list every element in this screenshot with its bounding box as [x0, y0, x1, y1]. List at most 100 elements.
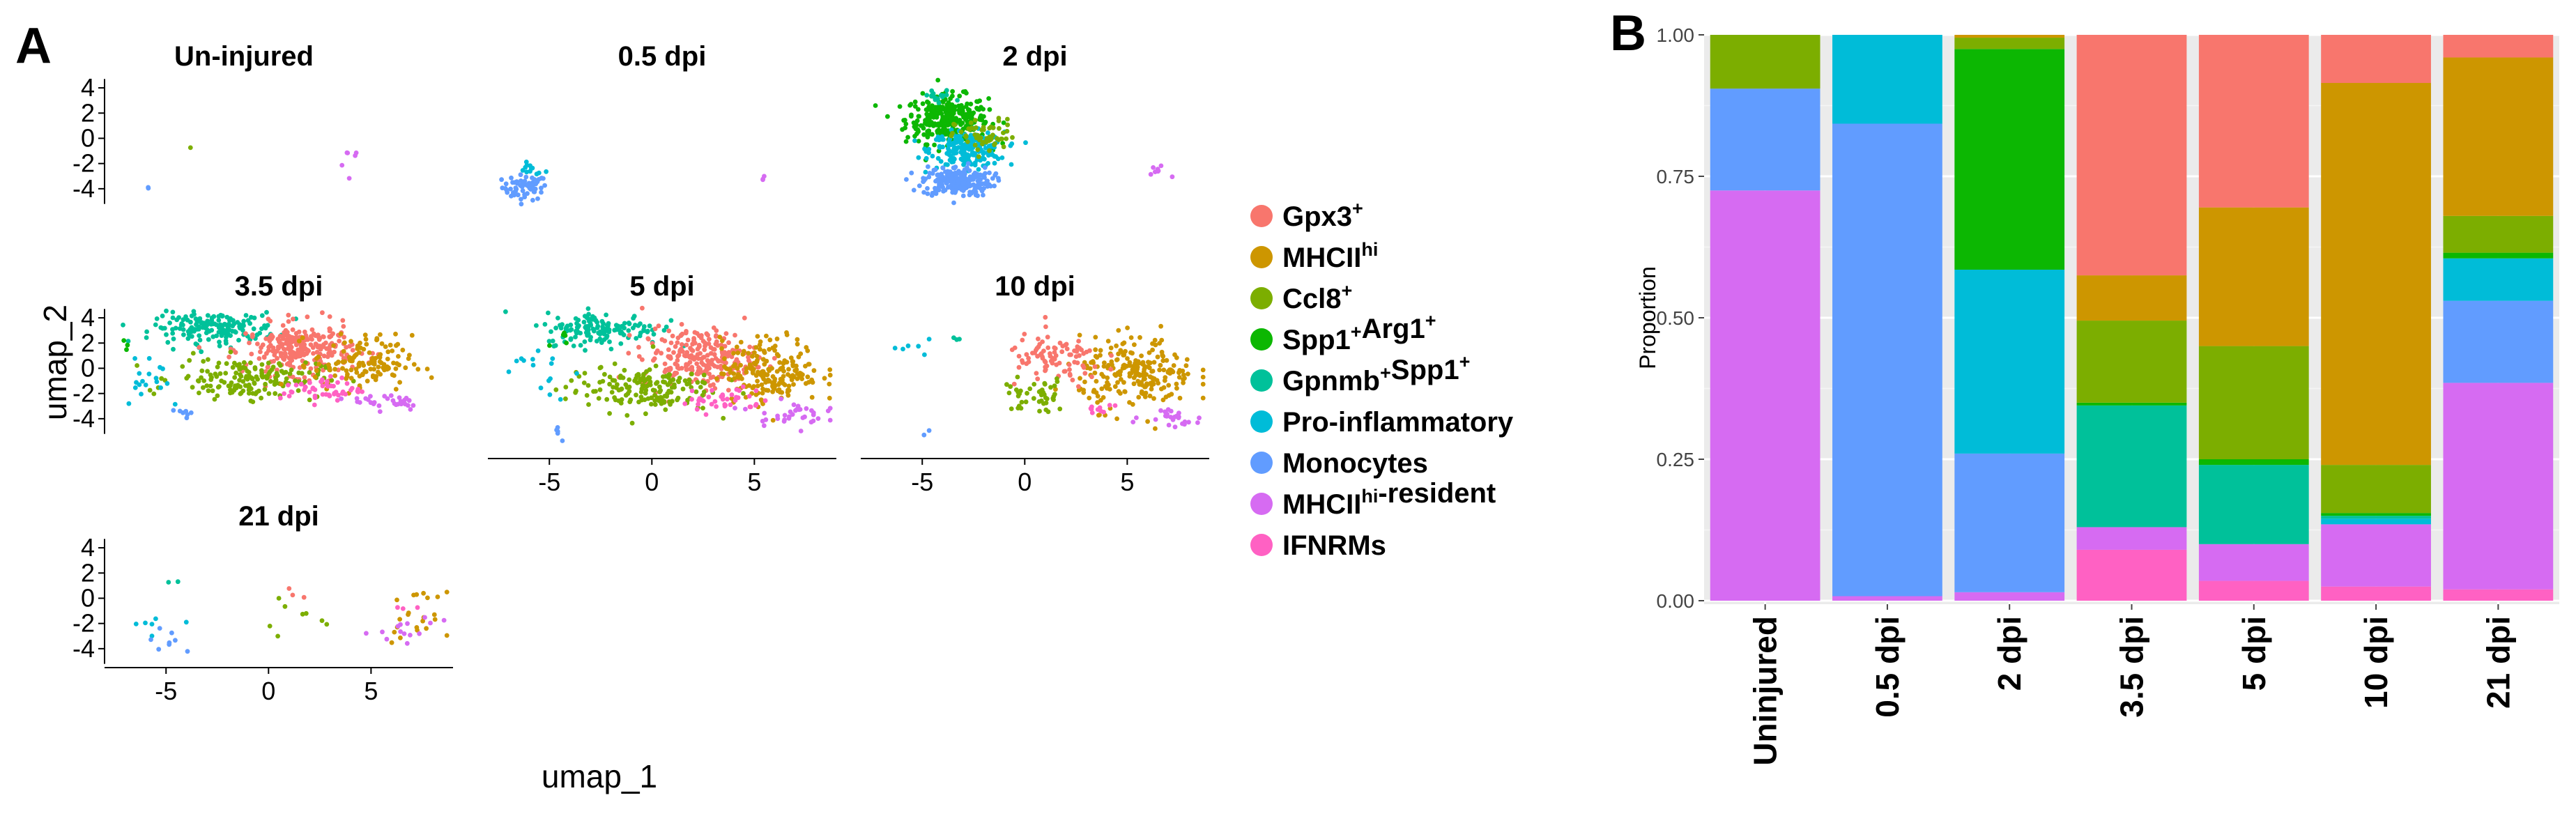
umap-point — [586, 311, 591, 317]
umap-point — [289, 344, 294, 350]
umap-point — [578, 343, 583, 348]
umap-point — [981, 107, 986, 112]
umap-point — [1016, 403, 1022, 408]
umap-point — [398, 622, 403, 627]
umap-point — [316, 362, 322, 367]
umap-point — [140, 378, 145, 384]
umap-point — [1120, 341, 1126, 346]
umap-point — [547, 343, 552, 348]
umap-point — [546, 339, 552, 344]
umap-point — [383, 344, 388, 349]
umap-point — [770, 374, 776, 379]
umap-point — [632, 323, 638, 328]
umap-point — [1068, 373, 1073, 378]
umap-point — [925, 99, 930, 105]
umap-point — [626, 351, 631, 356]
umap-point — [1150, 347, 1155, 353]
umap-point — [912, 124, 917, 130]
umap-point — [946, 178, 951, 184]
umap-point — [1023, 140, 1028, 146]
umap-point — [1116, 351, 1121, 357]
bar-segment-Mono — [1710, 89, 1820, 191]
umap-point — [662, 361, 668, 367]
umap-point — [420, 618, 425, 624]
umap-point — [747, 404, 753, 410]
umap-point — [240, 328, 245, 333]
umap-point — [224, 341, 229, 346]
umap-point — [360, 389, 365, 394]
umap-point — [696, 401, 700, 407]
umap-point — [326, 351, 331, 356]
umap-point — [781, 419, 787, 424]
umap-point — [407, 353, 412, 357]
umap-point — [1101, 410, 1106, 415]
umap-point — [1200, 381, 1206, 387]
umap-point — [647, 323, 652, 329]
umap-point — [1045, 345, 1051, 351]
umap-point — [765, 372, 769, 378]
umap-point — [144, 329, 150, 334]
umap-point — [385, 356, 390, 362]
bar-segment-Ccl8 — [2443, 215, 2554, 253]
umap-point — [1074, 348, 1080, 354]
umap-point — [204, 330, 209, 336]
umap-point — [916, 155, 921, 160]
umap-point — [154, 379, 160, 385]
umap-point — [916, 344, 921, 349]
umap-point — [921, 432, 927, 438]
umap-point — [949, 133, 954, 139]
umap-point — [209, 315, 215, 321]
umap-point — [719, 346, 724, 351]
umap-point — [568, 337, 574, 342]
umap-point — [243, 383, 248, 388]
umap-point — [302, 346, 308, 351]
umap-point — [539, 190, 544, 195]
umap-point — [649, 395, 654, 401]
umap-point — [930, 123, 936, 128]
umap-point — [725, 397, 730, 402]
umap-point — [289, 352, 294, 357]
umap-point — [972, 142, 978, 148]
facet-points — [873, 77, 1175, 206]
umap-point — [170, 315, 176, 321]
umap-point — [414, 625, 420, 630]
umap-point — [758, 346, 762, 352]
umap-point — [206, 388, 211, 394]
umap-point — [912, 104, 918, 109]
umap-point — [1040, 339, 1045, 344]
umap-point — [935, 172, 940, 178]
umap-point — [539, 185, 544, 191]
umap-point — [1006, 390, 1012, 396]
umap-point — [1018, 388, 1023, 394]
umap-point — [668, 390, 674, 395]
umap-point — [195, 326, 200, 332]
umap-point — [738, 339, 744, 345]
x-tick-label: 21 dpi — [2480, 616, 2516, 709]
umap-point — [760, 390, 765, 396]
umap-point — [758, 397, 764, 402]
umap-point — [827, 417, 833, 423]
umap-point — [1161, 385, 1167, 390]
umap-point — [278, 363, 283, 368]
umap-point — [563, 325, 569, 331]
bar-segment-Resident — [2198, 544, 2309, 581]
umap-point — [731, 364, 736, 369]
bar-segment-MHCIIhi — [1954, 35, 2065, 38]
umap-point — [786, 383, 792, 389]
umap-point — [715, 343, 721, 348]
umap-point — [649, 401, 654, 407]
umap-point — [643, 387, 649, 393]
umap-point — [286, 586, 292, 591]
umap-point — [711, 325, 716, 330]
bar-segment-Gpx3 — [2443, 35, 2554, 58]
umap-point — [1037, 408, 1042, 414]
umap-point — [706, 394, 712, 400]
bar-segment-Spp1Arg1 — [1954, 49, 2065, 270]
umap-point — [980, 141, 985, 147]
umap-point — [223, 371, 229, 376]
umap-point — [227, 354, 231, 360]
umap-point — [903, 125, 907, 131]
umap-point — [250, 391, 256, 396]
umap-point — [216, 318, 222, 323]
umap-point — [962, 113, 967, 118]
